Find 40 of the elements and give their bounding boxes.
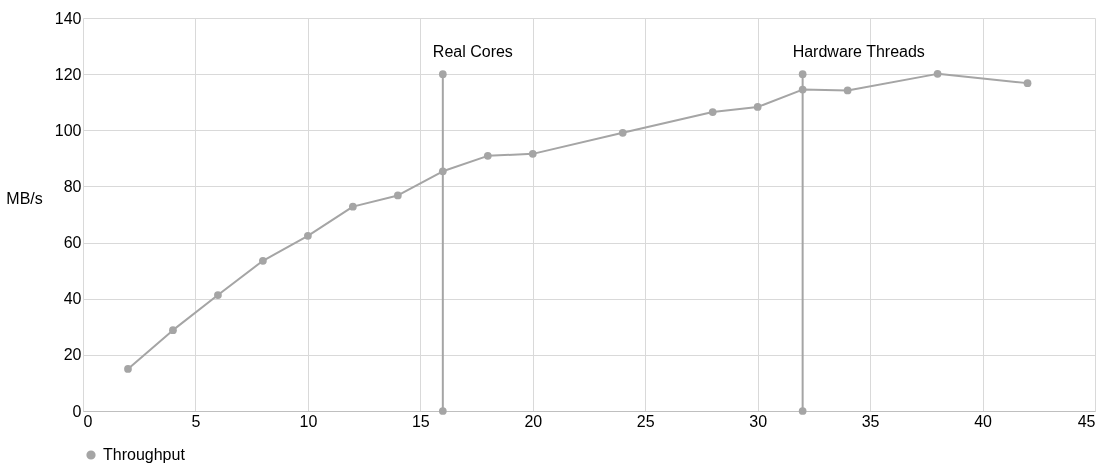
point [169, 326, 177, 335]
x-tick-label: 20 [524, 412, 543, 430]
point [438, 70, 447, 79]
point [259, 256, 267, 265]
point [933, 70, 942, 78]
x-tick-label: 40 [974, 412, 993, 430]
point [708, 108, 717, 116]
point [753, 103, 762, 111]
x-tick-label: 0 [83, 412, 93, 430]
y-tick-label: 20 [63, 346, 82, 364]
x-tick-label: 35 [861, 412, 880, 430]
y-axis-title: MB/s [6, 189, 43, 207]
y-tick-label: 140 [54, 9, 82, 27]
point [304, 231, 312, 240]
point [798, 70, 807, 79]
x-tick-label: 5 [191, 412, 201, 430]
y-tick-label: 100 [54, 121, 82, 139]
point [124, 365, 132, 373]
legend-label: Throughput [103, 446, 186, 463]
y-tick-label: 60 [63, 234, 82, 252]
point [618, 128, 627, 137]
x-tick-label: 25 [636, 412, 655, 430]
point [798, 407, 807, 415]
annotation: Hardware Threads [792, 43, 925, 61]
point [483, 151, 492, 160]
point [214, 291, 222, 299]
point [438, 407, 447, 415]
point [1023, 79, 1032, 87]
annotation: Real Cores [432, 43, 513, 61]
x-tick-label: 15 [411, 412, 430, 430]
point [528, 150, 537, 158]
x-tick-label: 45 [1077, 412, 1096, 430]
y-tick-label: 120 [54, 65, 82, 83]
x-tick-label: 10 [299, 412, 318, 430]
point [843, 86, 852, 95]
y-tick-label: 40 [63, 290, 82, 308]
x-tick-label: 30 [749, 412, 768, 430]
point [393, 191, 402, 200]
point [348, 202, 357, 211]
y-tick-label: 80 [63, 177, 82, 195]
